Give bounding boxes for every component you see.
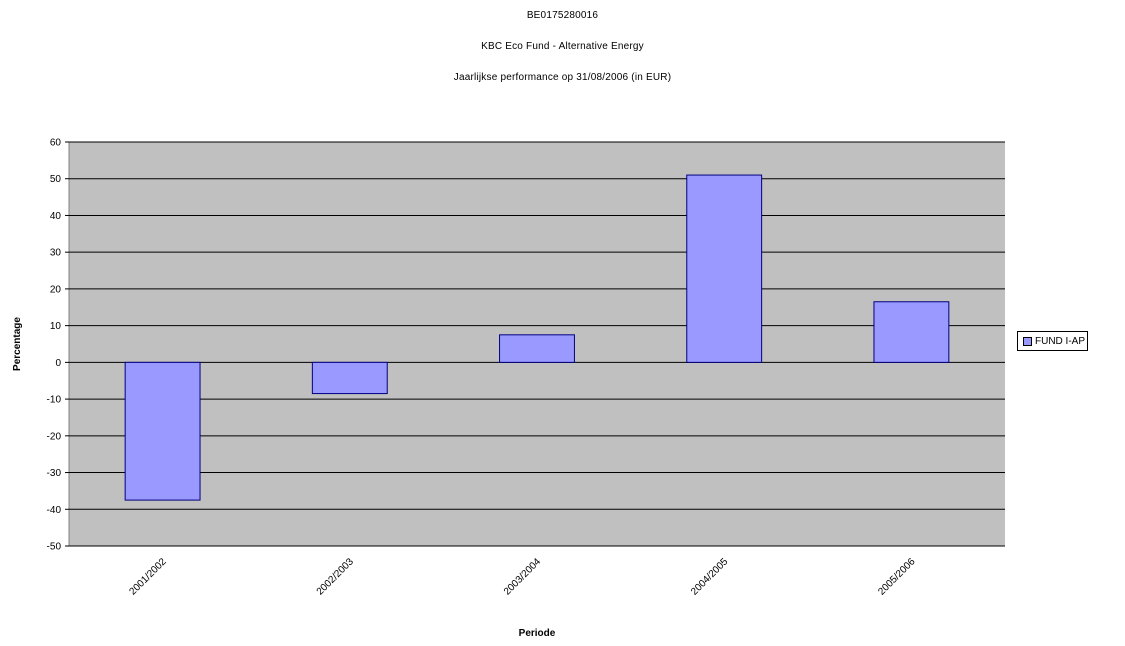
legend: FUND I-AP [1017, 331, 1088, 351]
x-tick-label: 2001/2002 [128, 556, 170, 598]
y-tick-label: -40 [47, 505, 62, 516]
x-tick-label: 2002/2003 [315, 556, 357, 598]
chart-subtitle: KBC Eco Fund - Alternative Energy [481, 41, 644, 52]
y-tick-label: -50 [47, 542, 62, 553]
bar [124, 361, 201, 501]
y-tick-label: 10 [50, 321, 62, 332]
x-tick-label: 2004/2005 [689, 556, 731, 598]
chart-title: BE0175280016 [526, 10, 599, 21]
bar [686, 174, 763, 363]
y-tick-label: 20 [50, 284, 62, 295]
y-tick-label: -30 [47, 468, 62, 479]
x-tick-label: 2003/2004 [502, 556, 544, 598]
y-tick-label: -20 [47, 431, 62, 442]
y-tick-label: -10 [47, 395, 62, 406]
y-tick-label: 50 [50, 174, 62, 185]
y-axis-title: Percentage [12, 317, 23, 371]
y-tick-label: 40 [50, 211, 62, 222]
bar [499, 334, 575, 363]
legend-swatch [1023, 336, 1032, 346]
y-tick-label: 0 [55, 358, 61, 369]
x-tick-label: 2005/2006 [876, 556, 918, 598]
x-axis-title: Periode [519, 628, 556, 639]
chart-subtitle-2: Jaarlijkse performance op 31/08/2006 (in… [453, 72, 672, 83]
legend-label: FUND I-AP [1035, 335, 1085, 347]
y-tick-label: 30 [50, 248, 62, 259]
bar [873, 301, 950, 363]
bar [311, 361, 388, 395]
y-tick-label: 60 [50, 138, 62, 149]
